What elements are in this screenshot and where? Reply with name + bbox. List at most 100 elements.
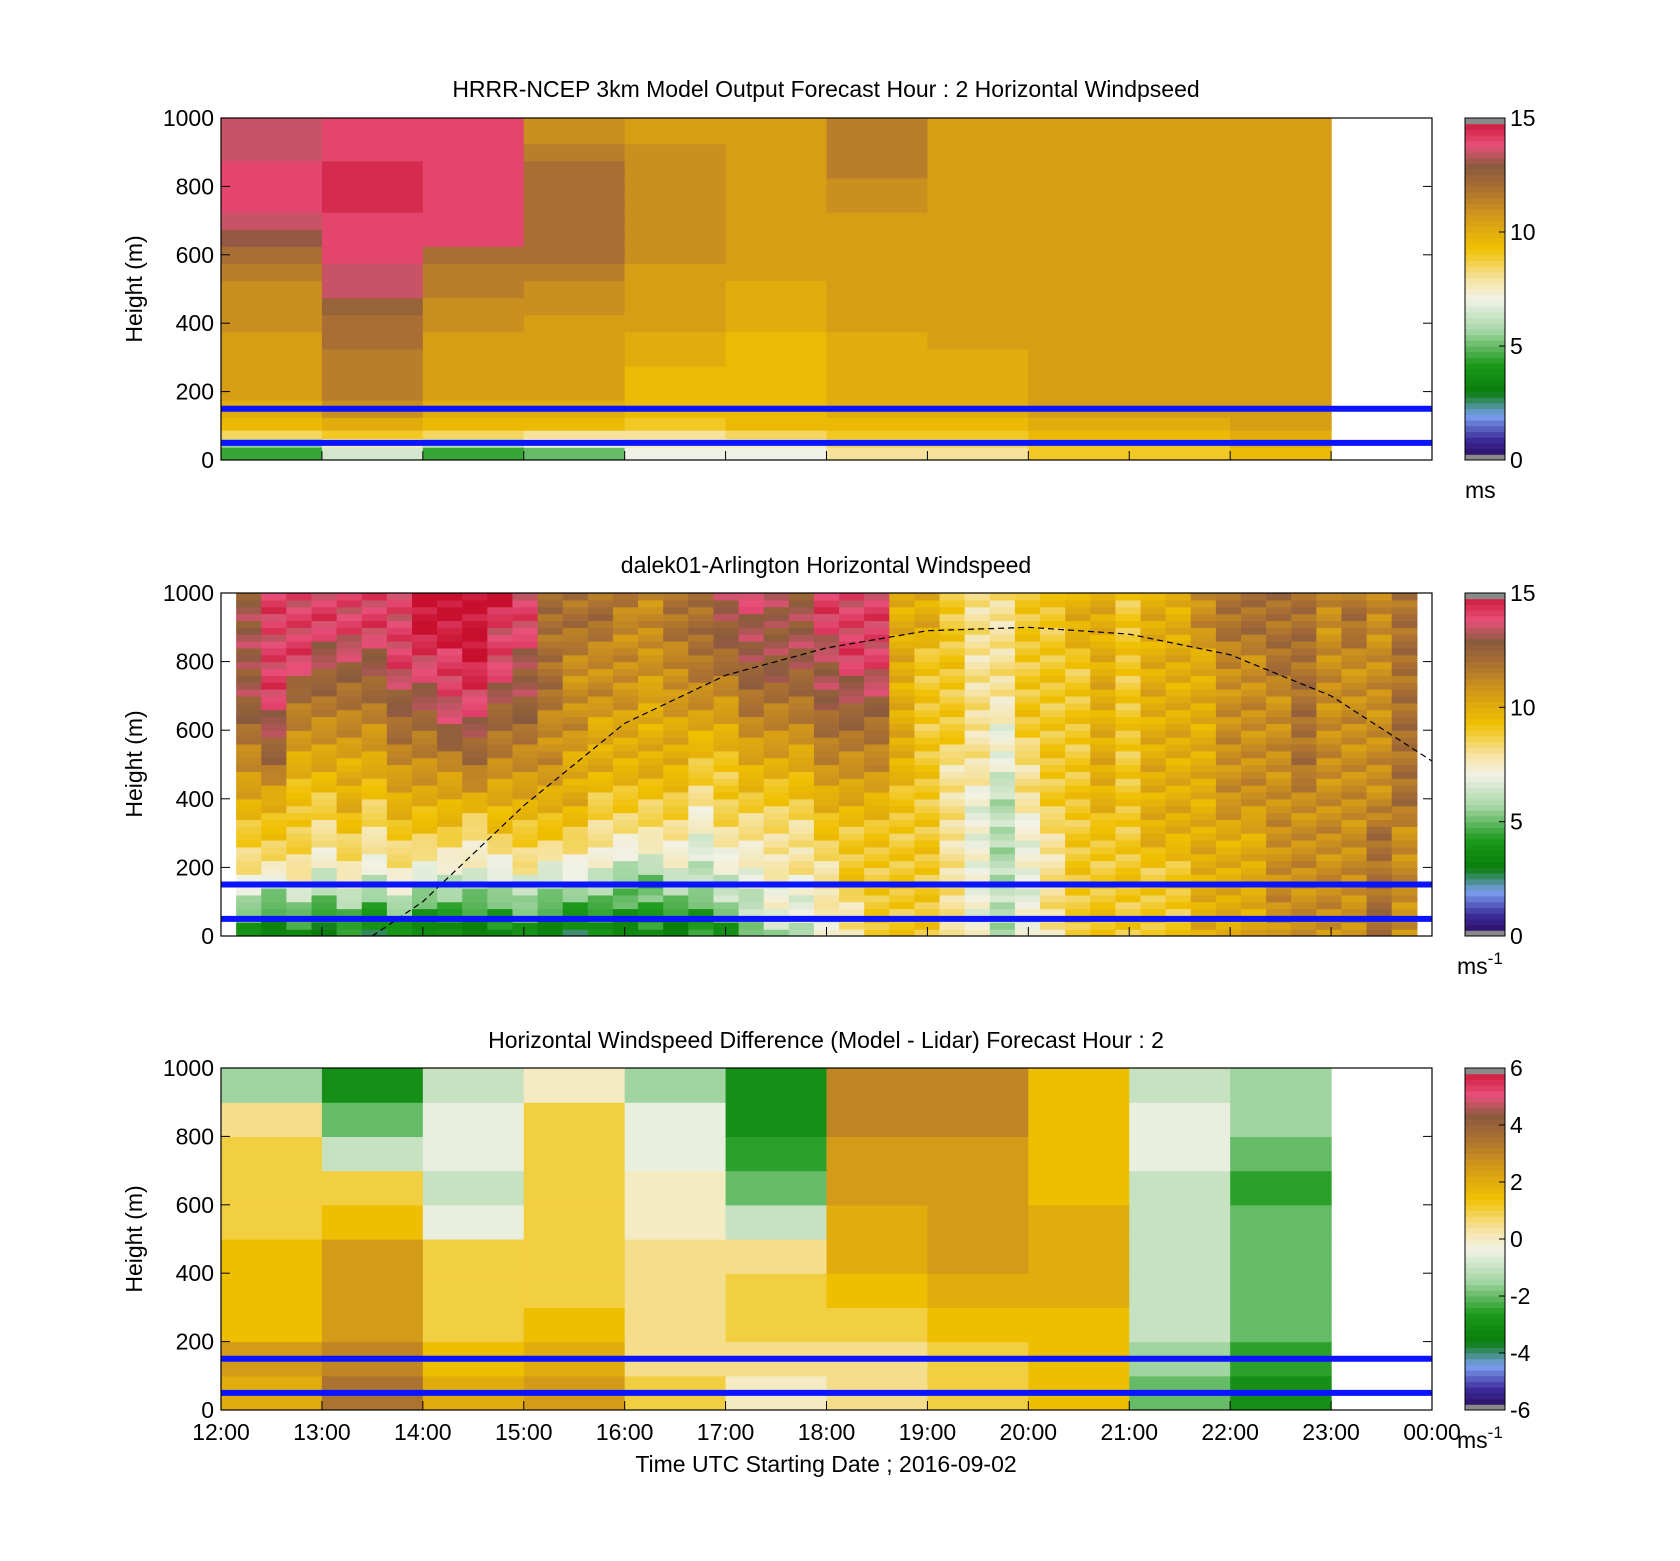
heatmap-cell	[487, 593, 514, 601]
heatmap-cell	[286, 764, 313, 772]
heatmap-cell	[725, 314, 828, 333]
heatmap-cell	[889, 860, 916, 868]
heatmap-cell	[1014, 620, 1041, 628]
heatmap-cell	[321, 160, 424, 179]
heatmap-cell	[1366, 839, 1393, 848]
heatmap-cell	[1341, 661, 1368, 670]
heatmap-cell	[1165, 839, 1192, 848]
panel-diff-title: Horizontal Windspeed Difference (Model -…	[488, 1027, 1164, 1053]
heatmap-cell	[523, 229, 626, 247]
heatmap-cell	[462, 709, 488, 718]
heatmap-cell	[1266, 826, 1292, 834]
heatmap-cell	[462, 593, 488, 601]
heatmap-cell	[638, 675, 664, 683]
heatmap-cell	[462, 846, 488, 855]
heatmap-cell	[927, 447, 1029, 460]
heatmap-cell	[1140, 593, 1167, 601]
heatmap-cell	[638, 593, 664, 601]
heatmap-cell	[1028, 1102, 1130, 1137]
heatmap-cell	[1391, 689, 1418, 697]
heatmap-cell	[839, 593, 865, 601]
heatmap-cell	[587, 805, 614, 814]
heatmap-cell	[1115, 791, 1142, 800]
heatmap-cell	[964, 785, 991, 793]
heatmap-cell	[1215, 743, 1242, 752]
heatmap-cell	[411, 641, 438, 649]
heatmap-cell	[989, 647, 1016, 656]
heatmap-cell	[688, 791, 715, 800]
heatmap-cell	[512, 709, 539, 718]
heatmap-cell	[1291, 819, 1317, 827]
heatmap-cell	[713, 798, 740, 807]
heatmap-cell	[713, 599, 740, 608]
heatmap-cell	[1140, 634, 1167, 642]
heatmap-cell	[1014, 922, 1041, 930]
heatmap-cell	[889, 764, 916, 772]
heatmap-cell	[939, 778, 966, 786]
heatmap-cell	[839, 668, 865, 676]
colorbar-segment	[1465, 810, 1505, 817]
heatmap-cell	[236, 634, 262, 642]
colorbar-unit-sup: -1	[1488, 949, 1503, 968]
heatmap-cell	[512, 620, 539, 628]
heatmap-cell	[864, 634, 890, 642]
colorbar-tick-label: -4	[1510, 1340, 1531, 1366]
heatmap-cell	[1040, 620, 1066, 628]
heatmap-cell	[261, 908, 287, 917]
heatmap-cell	[1341, 853, 1368, 862]
heatmap-cell	[286, 894, 313, 903]
heatmap-cell	[1014, 668, 1041, 676]
heatmap-cell	[1115, 593, 1142, 601]
heatmap-cell	[1090, 929, 1117, 936]
heatmap-cell	[1140, 723, 1167, 731]
heatmap-cell	[437, 702, 463, 711]
heatmap-cell	[336, 887, 363, 896]
colorbar-segment	[1465, 317, 1505, 324]
heatmap-cell	[939, 668, 966, 676]
colorbar-segment	[1465, 1187, 1505, 1194]
heatmap-cell	[725, 118, 828, 128]
heatmap-cell	[562, 791, 589, 800]
heatmap-cell	[361, 798, 388, 807]
heatmap-cell	[286, 901, 313, 910]
heatmap-cell	[261, 867, 287, 875]
heatmap-cell	[864, 929, 890, 936]
heatmap-cell	[1391, 606, 1418, 615]
heatmap-cell	[537, 812, 564, 820]
heatmap-cell	[939, 764, 966, 772]
heatmap-cell	[788, 647, 815, 656]
heatmap-cell	[1115, 689, 1142, 697]
heatmap-cell	[512, 867, 539, 875]
heatmap-cell	[1190, 826, 1217, 834]
heatmap-cell	[1065, 613, 1091, 622]
heatmap-cell	[964, 771, 991, 779]
heatmap-cell	[1190, 798, 1217, 807]
heatmap-cell	[587, 798, 614, 807]
colorbar-segment	[1465, 1267, 1505, 1274]
heatmap-cell	[1014, 839, 1041, 848]
colorbar-segment	[1465, 890, 1505, 897]
heatmap-cell	[437, 826, 463, 834]
heatmap-cell	[763, 833, 790, 841]
colorbar-segment	[1465, 283, 1505, 290]
heatmap-cell	[889, 922, 916, 930]
heatmap-cell	[286, 716, 313, 724]
heatmap-cell	[1316, 860, 1343, 868]
heatmap-cell	[839, 634, 865, 642]
heatmap-cell	[1366, 826, 1393, 834]
heatmap-cell	[523, 1273, 626, 1308]
heatmap-cell	[688, 874, 715, 882]
heatmap-cell	[587, 791, 614, 800]
heatmap-cell	[1040, 826, 1066, 834]
heatmap-cell	[261, 846, 287, 855]
heatmap-cell	[286, 613, 313, 622]
heatmap-cell	[462, 743, 488, 752]
heatmap-cell	[763, 785, 790, 793]
heatmap-cell	[738, 723, 765, 731]
heatmap-cell	[462, 599, 488, 608]
heatmap-cell	[587, 641, 614, 649]
heatmap-cell	[738, 709, 765, 718]
heatmap-cell	[1316, 929, 1343, 936]
heatmap-cell	[1090, 867, 1117, 875]
heatmap-cell	[624, 1136, 727, 1172]
